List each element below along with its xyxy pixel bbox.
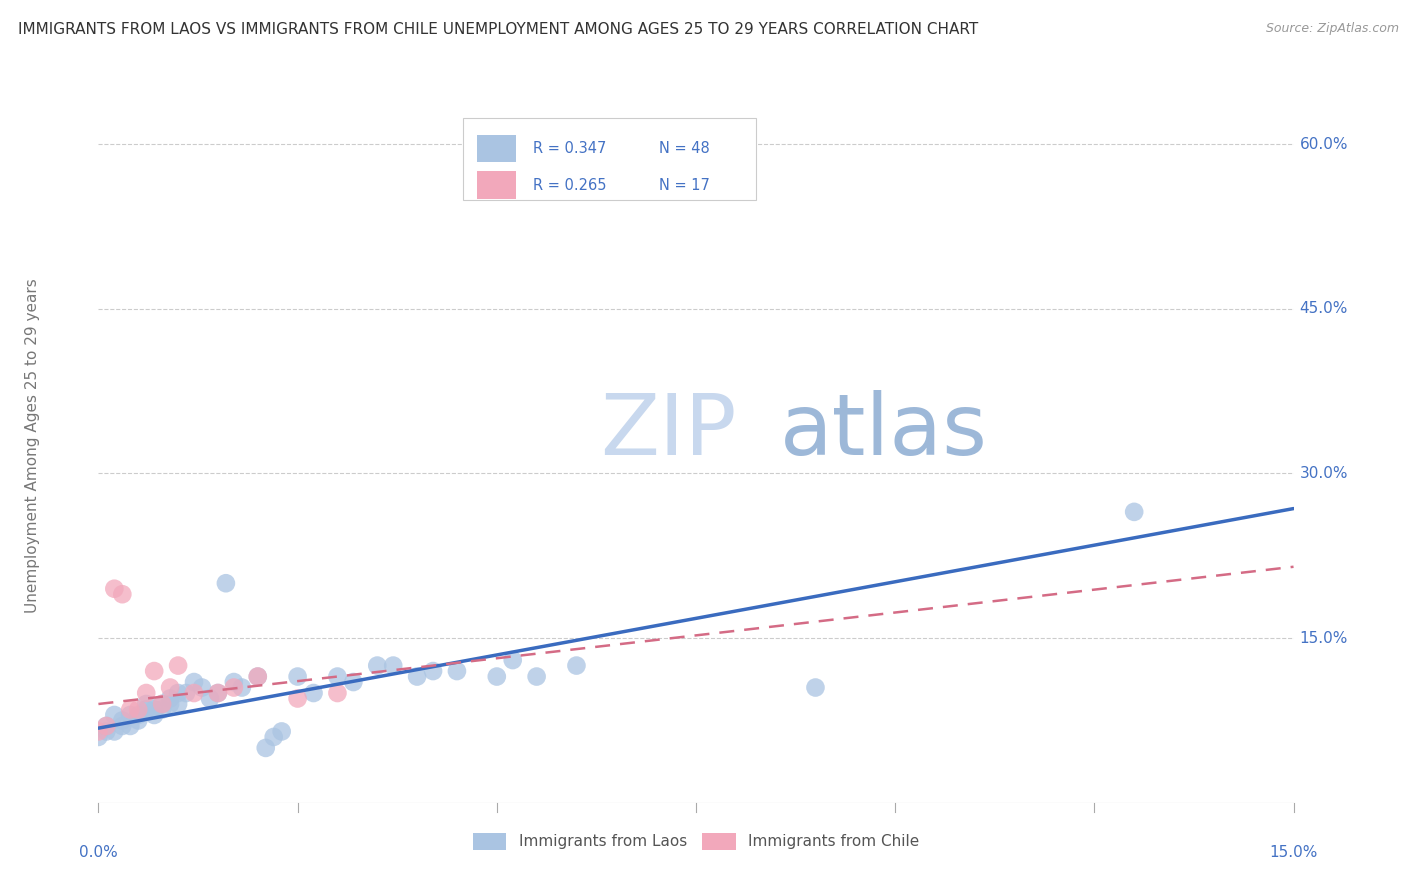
Point — [246, 669, 269, 683]
Point — [382, 658, 405, 673]
Text: R = 0.265: R = 0.265 — [533, 178, 607, 193]
Point — [111, 719, 134, 733]
FancyBboxPatch shape — [477, 171, 516, 199]
Text: 0.0%: 0.0% — [79, 845, 118, 860]
Point — [87, 730, 110, 744]
Point — [804, 681, 827, 695]
Point — [287, 669, 309, 683]
Point — [191, 681, 214, 695]
Point — [87, 724, 110, 739]
Point — [103, 724, 125, 739]
Point — [127, 708, 149, 723]
Text: N = 48: N = 48 — [659, 142, 710, 156]
Point — [120, 708, 142, 723]
Text: 15.0%: 15.0% — [1299, 631, 1348, 646]
FancyBboxPatch shape — [463, 118, 756, 200]
Point — [326, 669, 349, 683]
Point — [103, 708, 125, 723]
Text: 15.0%: 15.0% — [1270, 845, 1317, 860]
Text: ZIP: ZIP — [600, 390, 737, 474]
Text: 45.0%: 45.0% — [1299, 301, 1348, 317]
Point — [302, 686, 325, 700]
Point — [111, 587, 134, 601]
Point — [446, 664, 468, 678]
Text: IMMIGRANTS FROM LAOS VS IMMIGRANTS FROM CHILE UNEMPLOYMENT AMONG AGES 25 TO 29 Y: IMMIGRANTS FROM LAOS VS IMMIGRANTS FROM … — [18, 22, 979, 37]
Text: 30.0%: 30.0% — [1299, 466, 1348, 481]
Point — [183, 675, 205, 690]
Point — [150, 702, 173, 716]
Point — [207, 686, 229, 700]
Point — [565, 658, 588, 673]
Point — [222, 681, 245, 695]
Point — [326, 686, 349, 700]
Point — [167, 658, 190, 673]
Text: Source: ZipAtlas.com: Source: ZipAtlas.com — [1265, 22, 1399, 36]
Point — [159, 681, 181, 695]
Legend: Immigrants from Laos, Immigrants from Chile: Immigrants from Laos, Immigrants from Ch… — [467, 827, 925, 855]
Point — [526, 669, 548, 683]
Point — [254, 740, 277, 755]
Point — [135, 686, 157, 700]
Point — [120, 702, 142, 716]
Point — [366, 658, 388, 673]
Point — [287, 691, 309, 706]
Text: atlas: atlas — [779, 390, 987, 474]
Text: Unemployment Among Ages 25 to 29 years: Unemployment Among Ages 25 to 29 years — [25, 278, 41, 614]
Point — [111, 714, 134, 728]
Point — [422, 664, 444, 678]
Point — [135, 702, 157, 716]
Point — [127, 714, 149, 728]
Point — [198, 691, 221, 706]
Point — [406, 669, 429, 683]
Point — [96, 719, 118, 733]
Point — [174, 686, 197, 700]
Text: R = 0.347: R = 0.347 — [533, 142, 607, 156]
Point — [231, 681, 253, 695]
Point — [143, 664, 166, 678]
Point — [150, 697, 173, 711]
Point — [270, 724, 292, 739]
Point — [159, 697, 181, 711]
Text: 60.0%: 60.0% — [1299, 136, 1348, 152]
Point — [502, 653, 524, 667]
Point — [120, 719, 142, 733]
Point — [183, 686, 205, 700]
Point — [127, 702, 149, 716]
Point — [96, 719, 118, 733]
Point — [103, 582, 125, 596]
Point — [167, 697, 190, 711]
Point — [167, 686, 190, 700]
Point — [246, 669, 269, 683]
Point — [263, 730, 285, 744]
Point — [135, 697, 157, 711]
Point — [150, 697, 173, 711]
Point — [159, 691, 181, 706]
Point — [485, 669, 508, 683]
Point — [222, 675, 245, 690]
Point — [96, 724, 118, 739]
Text: N = 17: N = 17 — [659, 178, 710, 193]
FancyBboxPatch shape — [477, 136, 516, 162]
Point — [215, 576, 238, 591]
Point — [143, 708, 166, 723]
Point — [207, 686, 229, 700]
Point — [342, 675, 364, 690]
Point — [1123, 505, 1146, 519]
Point — [143, 702, 166, 716]
